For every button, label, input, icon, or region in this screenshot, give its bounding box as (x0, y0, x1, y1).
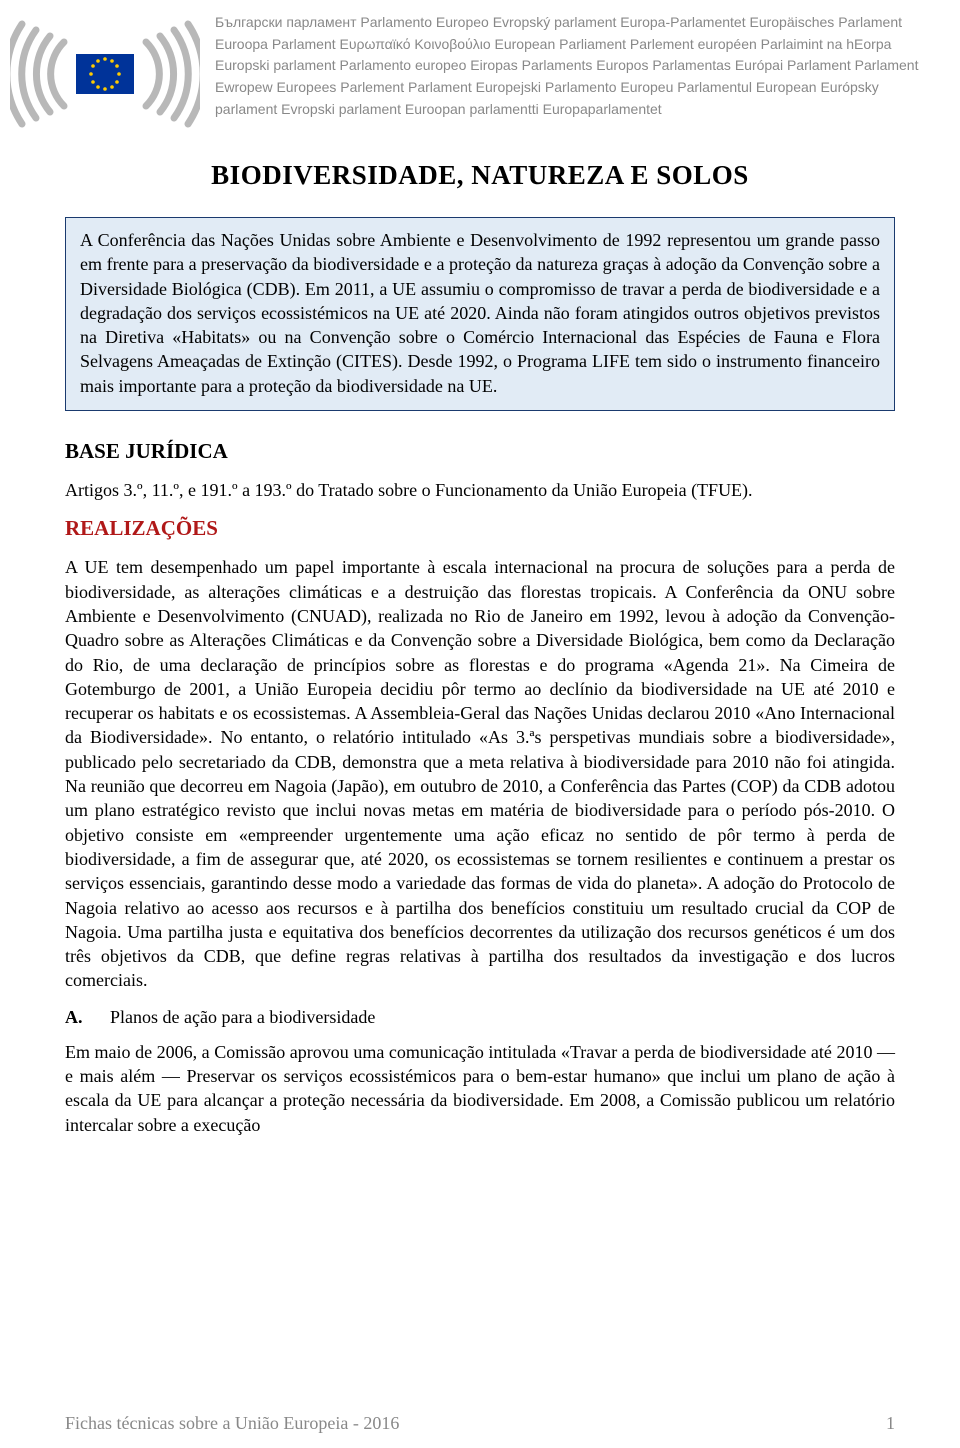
multilingual-header-text: Български парламент Parlamento Europeo E… (215, 6, 920, 120)
ep-logo (10, 6, 200, 136)
subsection-title: Planos de ação para a biodiversidade (110, 1007, 895, 1028)
page-title: BIODIVERSIDADE, NATUREZA E SOLOS (65, 160, 895, 191)
subsection-a-body: Em maio de 2006, a Comissão aprovou uma … (65, 1040, 895, 1137)
page-footer: Fichas técnicas sobre a União Europeia -… (65, 1413, 895, 1434)
footer-left: Fichas técnicas sobre a União Europeia -… (65, 1413, 399, 1434)
footer-page-number: 1 (886, 1413, 895, 1434)
realizacoes-body: A UE tem desempenhado um papel important… (65, 555, 895, 992)
page-header: Български парламент Parlamento Europeo E… (0, 0, 960, 136)
subsection-a: A. Planos de ação para a biodiversidade (65, 1007, 895, 1028)
section-heading-base-juridica: BASE JURÍDICA (65, 439, 895, 464)
main-content: BIODIVERSIDADE, NATUREZA E SOLOS A Confe… (0, 160, 960, 1137)
base-juridica-body: Artigos 3.º, 11.º, e 191.º a 193.º do Tr… (65, 478, 895, 502)
intro-summary-box: A Conferência das Nações Unidas sobre Am… (65, 217, 895, 411)
subsection-letter: A. (65, 1007, 110, 1028)
section-heading-realizacoes: REALIZAÇÕES (65, 516, 895, 541)
